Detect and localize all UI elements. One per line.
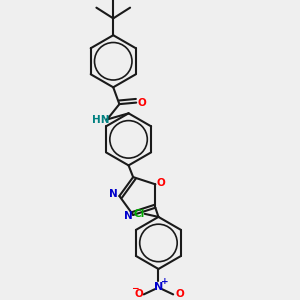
- Text: O: O: [176, 290, 184, 299]
- Text: N: N: [110, 190, 118, 200]
- Text: O: O: [157, 178, 165, 188]
- Text: O: O: [135, 290, 143, 299]
- Text: HN: HN: [92, 115, 109, 125]
- Text: N: N: [124, 212, 133, 221]
- Text: Cl: Cl: [134, 209, 145, 219]
- Text: −: −: [131, 284, 138, 293]
- Text: N: N: [154, 282, 164, 292]
- Text: +: +: [161, 277, 169, 286]
- Text: O: O: [137, 98, 146, 108]
